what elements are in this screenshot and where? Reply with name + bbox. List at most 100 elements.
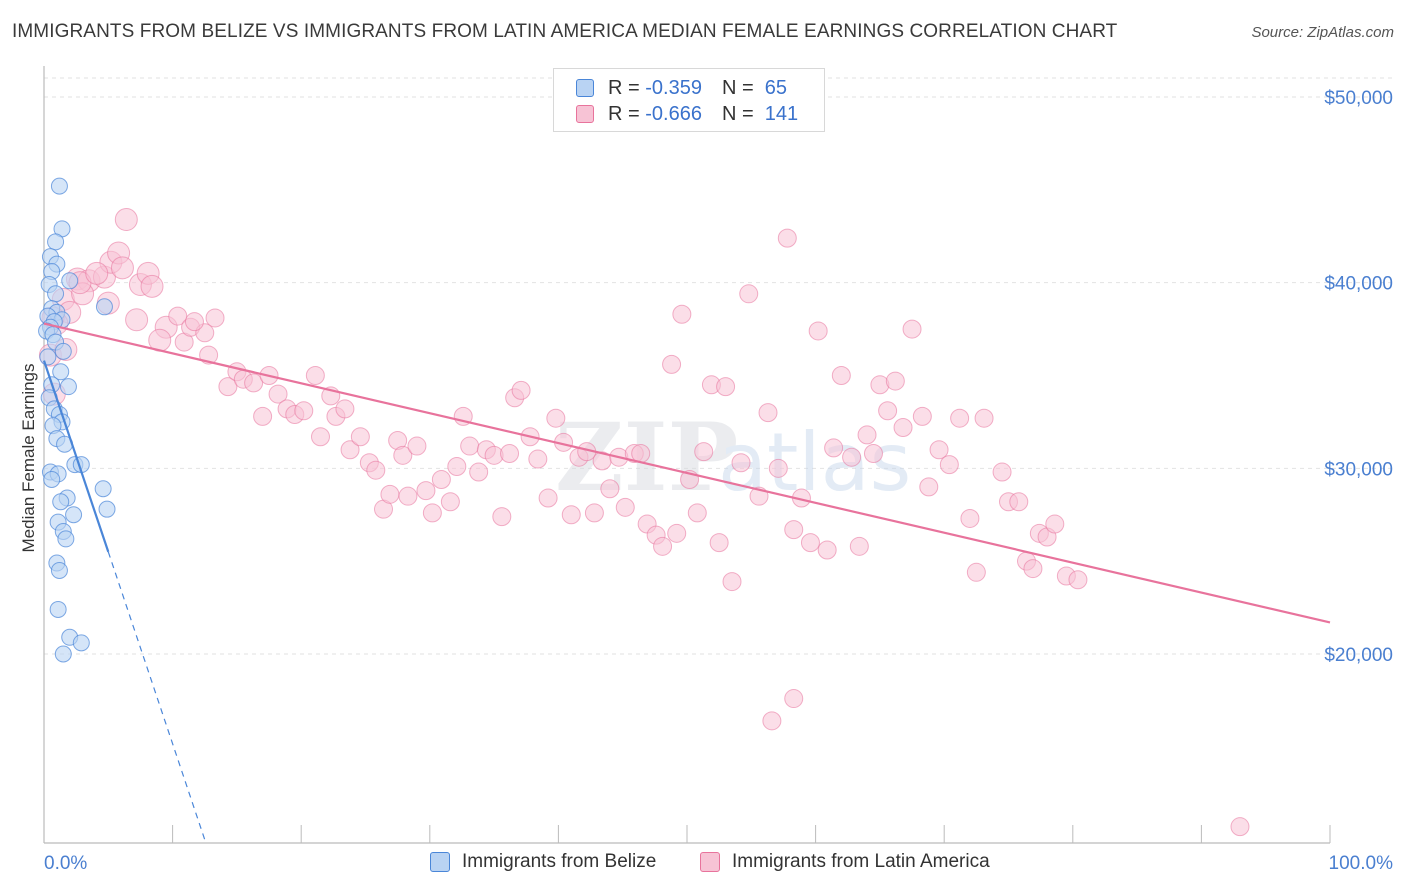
tick-labels: $20,000 $30,000 $40,000 $50,000 0.0% 100.0% xyxy=(44,88,1393,874)
latin-point xyxy=(500,443,520,463)
latin-point xyxy=(1230,817,1250,837)
latin-point xyxy=(842,447,862,467)
belize-point xyxy=(98,500,116,518)
belize-point xyxy=(52,363,70,381)
latin-point xyxy=(110,256,134,280)
belize-point xyxy=(47,285,65,303)
latin-point xyxy=(460,436,480,456)
belize-point xyxy=(94,480,112,498)
latin-point xyxy=(885,371,905,391)
latin-point xyxy=(114,208,138,232)
latin-point xyxy=(431,469,451,489)
y-tick-label: $50,000 xyxy=(1324,88,1393,109)
latin-point xyxy=(168,306,188,326)
legend-r-belize: -0.359 xyxy=(645,76,702,99)
belize-point xyxy=(52,493,70,511)
latin-point xyxy=(950,408,970,428)
belize-point xyxy=(65,506,83,524)
latin-point xyxy=(85,261,109,285)
latin-point xyxy=(335,399,355,419)
legend-n-label: N = xyxy=(721,102,754,125)
latin-america-points xyxy=(38,208,1250,837)
latin-point xyxy=(447,456,467,476)
latin-point xyxy=(492,507,512,527)
latin-point xyxy=(758,403,778,423)
latin-point xyxy=(817,540,837,560)
latin-point xyxy=(939,455,959,475)
latin-point xyxy=(184,312,204,332)
bottom-legend-label-belize: Immigrants from Belize xyxy=(462,851,657,872)
latin-point xyxy=(863,443,883,463)
latin-point xyxy=(584,503,604,523)
belize-point xyxy=(95,298,113,316)
legend-n-label: N = xyxy=(721,76,754,99)
legend-r-label: R = xyxy=(608,102,640,125)
latin-point xyxy=(268,384,288,404)
latin-point xyxy=(393,445,413,465)
latin-point xyxy=(777,228,797,248)
latin-point xyxy=(878,401,898,421)
x-tick-label-end: 100.0% xyxy=(1329,853,1394,874)
latin-point xyxy=(912,406,932,426)
legend-row-latin: R = -0.666 N = 141 xyxy=(576,101,798,127)
belize-point xyxy=(61,272,79,290)
latin-point xyxy=(893,417,913,437)
bottom-legend-latin: Immigrants from Latin America xyxy=(700,851,990,873)
latin-point xyxy=(511,380,531,400)
y-tick-label: $40,000 xyxy=(1324,274,1393,295)
latin-point xyxy=(305,366,325,385)
latin-point xyxy=(687,503,707,523)
latin-point xyxy=(808,321,828,341)
latin-point xyxy=(205,308,225,328)
latin-point xyxy=(1009,492,1029,512)
latin-point xyxy=(974,408,994,428)
latin-point xyxy=(824,438,844,458)
stats-legend: R = -0.359 N = 65 R = -0.666 N = 141 xyxy=(553,68,825,132)
latin-point xyxy=(528,449,548,469)
latin-point xyxy=(731,453,751,473)
belize-point xyxy=(72,634,90,652)
trend-lines xyxy=(42,322,1331,840)
latin-point xyxy=(966,562,986,582)
legend-n-latin: 141 xyxy=(764,102,799,125)
belize-point xyxy=(47,233,65,251)
x-tick-label-start: 0.0% xyxy=(44,853,87,874)
latin-point xyxy=(615,497,635,517)
bottom-legend: Immigrants from Belize Immigrants from L… xyxy=(0,851,1406,879)
latin-point xyxy=(716,377,736,397)
belize-point xyxy=(59,378,77,396)
belize-point xyxy=(54,342,72,360)
latin-point xyxy=(784,520,804,540)
latin-point xyxy=(440,492,460,512)
latin-point xyxy=(667,523,687,543)
source-note: Source: ZipAtlas.com xyxy=(1251,24,1394,41)
latin-point xyxy=(768,458,788,478)
latin-point xyxy=(992,462,1012,482)
latin-point xyxy=(244,373,264,393)
belize-point xyxy=(57,530,75,548)
legend-swatch-belize xyxy=(576,79,594,97)
latin-point xyxy=(919,477,939,497)
bottom-legend-swatch-belize xyxy=(430,852,450,872)
latin-point xyxy=(253,406,273,426)
latin-point xyxy=(849,536,869,556)
y-tick-label: $20,000 xyxy=(1324,645,1393,666)
latin-point xyxy=(199,345,219,365)
y-axis-title: Median Female Earnings xyxy=(19,364,38,553)
latin-point xyxy=(125,308,149,332)
latin-point xyxy=(600,479,620,499)
latin-point xyxy=(1023,559,1043,579)
legend-swatch-latin xyxy=(576,105,594,123)
latin-point xyxy=(350,427,370,447)
latin-point xyxy=(694,442,714,462)
latin-point xyxy=(929,440,949,460)
belize-point xyxy=(43,470,61,488)
latin-point xyxy=(1045,514,1065,534)
legend-n-belize: 65 xyxy=(764,76,788,99)
latin-point xyxy=(653,536,673,556)
belize-trend-line xyxy=(42,360,110,553)
latin-point xyxy=(310,427,330,447)
belize-trend-extension xyxy=(107,551,206,840)
latin-point xyxy=(546,408,566,428)
legend-row-belize: R = -0.359 N = 65 xyxy=(576,75,787,101)
